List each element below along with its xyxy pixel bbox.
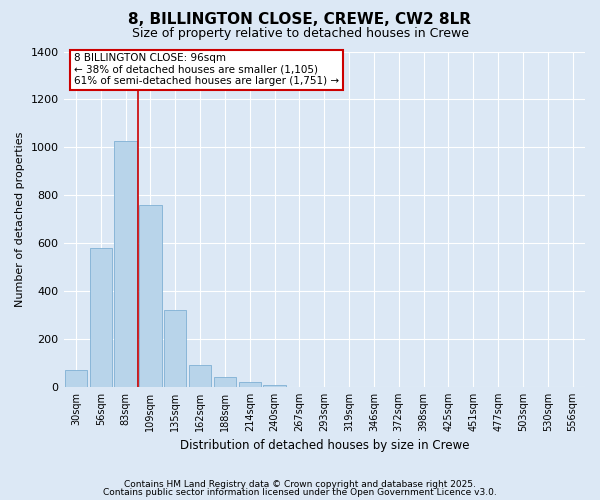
Text: Size of property relative to detached houses in Crewe: Size of property relative to detached ho… — [131, 28, 469, 40]
X-axis label: Distribution of detached houses by size in Crewe: Distribution of detached houses by size … — [179, 440, 469, 452]
Bar — [89, 248, 112, 387]
Bar — [115, 142, 137, 387]
Bar — [189, 366, 211, 387]
Bar — [263, 384, 286, 387]
Bar — [214, 378, 236, 387]
Text: 8 BILLINGTON CLOSE: 96sqm
← 38% of detached houses are smaller (1,105)
61% of se: 8 BILLINGTON CLOSE: 96sqm ← 38% of detac… — [74, 53, 339, 86]
Bar — [65, 370, 87, 387]
Text: Contains public sector information licensed under the Open Government Licence v3: Contains public sector information licen… — [103, 488, 497, 497]
Bar — [139, 205, 161, 387]
Text: 8, BILLINGTON CLOSE, CREWE, CW2 8LR: 8, BILLINGTON CLOSE, CREWE, CW2 8LR — [128, 12, 472, 28]
Bar — [164, 310, 187, 387]
Bar — [239, 382, 261, 387]
Y-axis label: Number of detached properties: Number of detached properties — [15, 132, 25, 307]
Text: Contains HM Land Registry data © Crown copyright and database right 2025.: Contains HM Land Registry data © Crown c… — [124, 480, 476, 489]
